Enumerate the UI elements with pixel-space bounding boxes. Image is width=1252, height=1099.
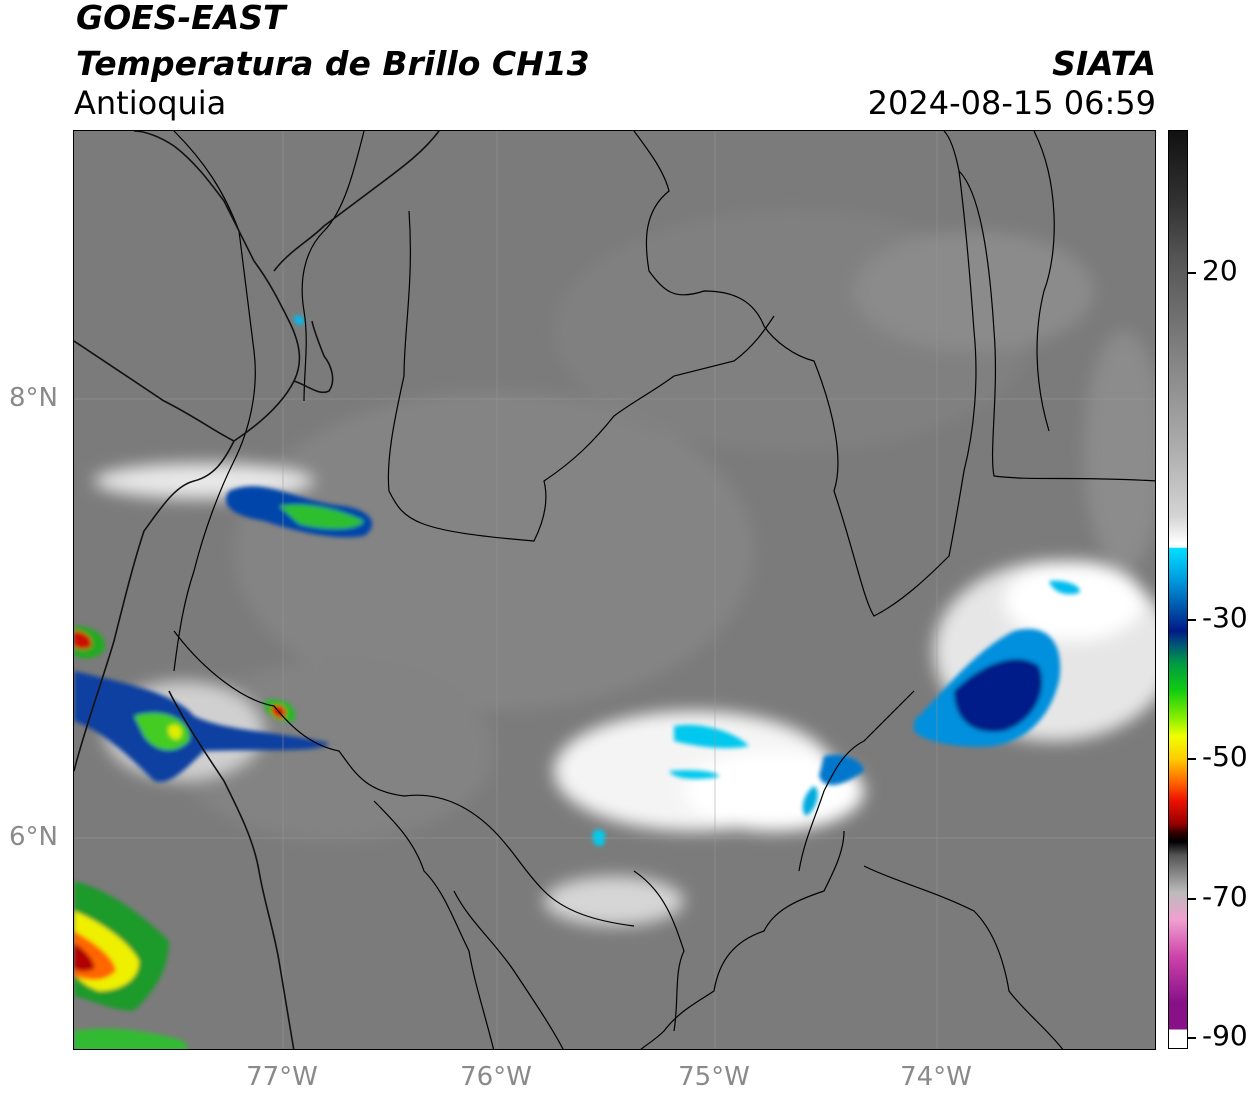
satellite-title: GOES-EAST xyxy=(76,0,286,37)
map-imagery xyxy=(74,131,1155,1049)
colorbar-tick-minus90 xyxy=(1188,1037,1196,1039)
organization-label: SIATA xyxy=(1052,44,1156,83)
colorbar-label-minus90: -90 xyxy=(1202,1019,1248,1052)
product-title: Temperatura de Brillo CH13 xyxy=(76,44,590,83)
colorbar-tick-minus50 xyxy=(1188,758,1196,760)
lon-label-76w: 76°W xyxy=(460,1062,532,1092)
lon-label-75w: 75°W xyxy=(678,1062,750,1092)
lon-label-77w: 77°W xyxy=(246,1062,318,1092)
colorbar-tick-minus70 xyxy=(1188,898,1196,900)
graticule xyxy=(74,131,1155,1049)
admin-boundaries xyxy=(173,131,1155,1049)
colorbar-label-minus30: -30 xyxy=(1202,601,1248,634)
colorbar-tick-20 xyxy=(1188,272,1196,274)
colorbar-tick-minus30 xyxy=(1188,619,1196,621)
lat-label-8n: 8°N xyxy=(9,383,58,413)
colorbar-label-minus70: -70 xyxy=(1202,880,1248,913)
satellite-map[interactable] xyxy=(73,130,1156,1050)
timestamp-label: 2024-08-15 06:59 xyxy=(867,84,1156,122)
lon-label-74w: 74°W xyxy=(900,1062,972,1092)
lat-label-6n: 6°N xyxy=(9,822,58,852)
colorbar xyxy=(1168,130,1188,1049)
colorbar-label-minus50: -50 xyxy=(1202,740,1248,773)
region-subtitle: Antioquia xyxy=(74,84,227,122)
coastline xyxy=(74,131,440,1049)
colorbar-label-20: 20 xyxy=(1202,254,1238,287)
